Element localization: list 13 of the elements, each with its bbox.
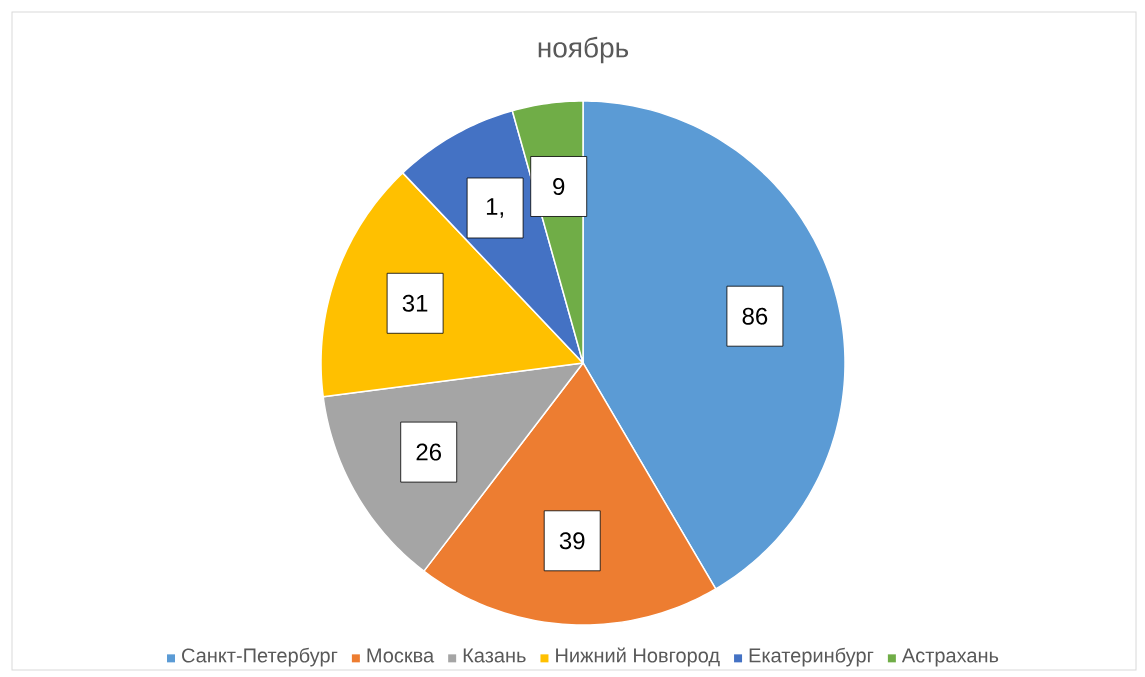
data-label: 26 bbox=[416, 443, 441, 461]
legend-label: Казань bbox=[463, 648, 526, 663]
data-label: 39 bbox=[559, 532, 585, 550]
legend-label: Санкт-Петербург bbox=[182, 647, 338, 667]
legend-label: Екатеринбург bbox=[749, 647, 874, 667]
chart-title: ноябрь bbox=[538, 36, 629, 64]
legend-label: Москва bbox=[367, 648, 435, 663]
text: 1, bbox=[486, 198, 503, 218]
legend-label: Нижний Новгород bbox=[556, 647, 720, 667]
legend-label: Астрахань bbox=[901, 648, 999, 667]
data-label: 31 bbox=[402, 294, 428, 312]
data-label: 86 bbox=[742, 307, 768, 325]
data-label: 9 bbox=[553, 178, 565, 195]
